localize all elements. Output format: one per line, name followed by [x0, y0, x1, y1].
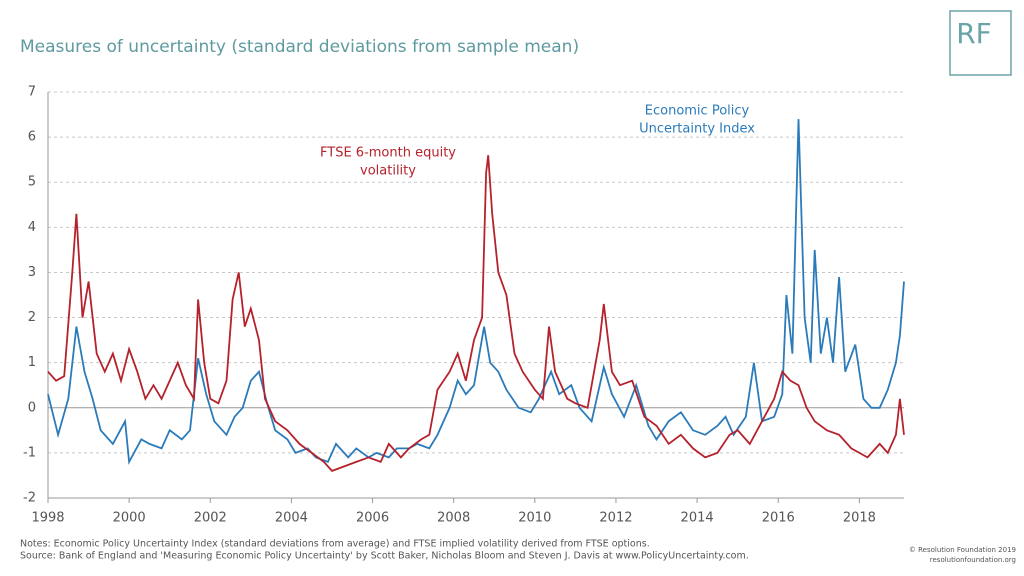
x-tick-label: 2004	[275, 511, 308, 526]
y-tick-label: 1	[28, 355, 36, 370]
y-tick-label: 7	[28, 85, 36, 100]
x-tick-label: 2006	[356, 511, 389, 526]
x-tick-label: 2016	[762, 511, 795, 526]
credit: © Resolution Foundation 2019	[909, 546, 1016, 554]
annotation: Uncertainty Index	[639, 122, 755, 137]
y-tick-label: 3	[28, 265, 36, 280]
x-tick-label: 2014	[681, 511, 714, 526]
y-tick-label: 2	[28, 310, 36, 325]
series-line	[47, 119, 905, 465]
y-tick-label: 6	[28, 130, 36, 145]
series-line	[47, 155, 905, 472]
y-tick-label: 4	[28, 220, 36, 235]
x-tick-label: 2002	[194, 511, 227, 526]
note: Source: Bank of England and 'Measuring E…	[20, 551, 749, 562]
y-tick-label: -2	[23, 491, 36, 506]
x-tick-label: 1998	[31, 511, 64, 526]
note: Notes: Economic Policy Uncertainty Index…	[20, 539, 650, 550]
x-tick-label: 2012	[599, 511, 632, 526]
x-tick-label: 2008	[437, 511, 470, 526]
logo: RF	[956, 17, 992, 50]
annotation: volatility	[360, 164, 416, 179]
credit: resolutionfoundation.org	[930, 556, 1016, 564]
x-tick-label: 2018	[843, 511, 876, 526]
y-tick-label: -1	[23, 445, 36, 460]
chart-title: Measures of uncertainty (standard deviat…	[20, 37, 579, 57]
y-tick-label: 0	[28, 400, 36, 415]
y-tick-label: 5	[28, 175, 36, 190]
logo-box	[949, 10, 1012, 76]
x-tick-label: 2010	[518, 511, 551, 526]
annotation: Economic Policy	[645, 104, 750, 119]
x-tick-label: 2000	[113, 511, 146, 526]
annotation: FTSE 6-month equity	[320, 146, 456, 161]
